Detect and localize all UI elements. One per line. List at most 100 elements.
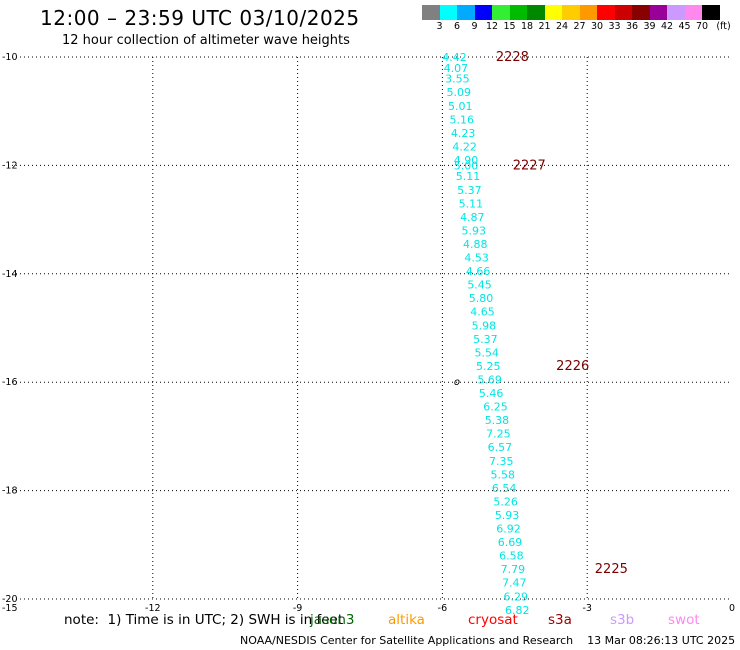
legend-swatch	[492, 5, 510, 20]
swh-observation: 5.54	[475, 346, 500, 359]
lat-tick-label: -16	[2, 377, 18, 388]
swh-observation: 7.35	[489, 455, 514, 468]
legend-swatch	[544, 5, 562, 20]
swh-observation: 5.58	[490, 468, 515, 481]
swh-observation: 5.11	[456, 170, 481, 183]
swh-observation: 5.01	[448, 100, 473, 113]
legend-swatch	[684, 5, 702, 20]
legend-swatch	[474, 5, 492, 20]
swh-observation: 5.80	[469, 292, 494, 305]
satellite-legend-item: jason3	[310, 612, 355, 628]
swh-observation: 7.79	[501, 563, 526, 576]
legend-tick-label: 24	[555, 21, 569, 32]
swh-observation: 7.25	[486, 428, 511, 441]
pass-number-label: 2226	[556, 359, 589, 374]
swh-observation: 4.88	[463, 238, 488, 251]
legend-swatch	[509, 5, 527, 20]
swh-observation: 4.90	[454, 154, 479, 167]
pass-number-label: 2225	[595, 562, 628, 577]
legend-swatch	[562, 5, 580, 20]
swh-observation: 4.42	[442, 51, 467, 64]
swh-observation: 5.45	[467, 279, 492, 292]
legend-tick-label: 42	[660, 21, 674, 32]
swh-observation: 6.57	[488, 441, 513, 454]
lat-tick-label: -18	[2, 486, 18, 497]
swh-observation: 5.37	[457, 184, 482, 197]
legend-swatch	[579, 5, 597, 20]
map-title: 12:00 – 23:59 UTC 03/10/2025	[40, 6, 360, 30]
map-subtitle: 12 hour collection of altimeter wave hei…	[62, 33, 350, 48]
lat-tick-label: -14	[2, 269, 18, 280]
swh-observation: 3.55	[445, 73, 470, 86]
footer-credit: NOAA/NESDIS Center for Satellite Applica…	[240, 634, 736, 647]
swh-observation: 5.93	[462, 224, 487, 237]
swh-observation: 5.38	[485, 414, 510, 427]
legend-tick-label: 3	[436, 21, 443, 32]
satellite-legend-item: altika	[388, 612, 425, 628]
swh-observation: 4.22	[452, 140, 477, 153]
pass-number-label: 2228	[496, 50, 529, 65]
legend-swatch	[702, 5, 720, 20]
color-legend	[422, 5, 720, 20]
legend-tick-label: 15	[503, 21, 516, 32]
satellite-legend-item: swot	[668, 612, 700, 628]
swh-observation: 4.23	[451, 127, 476, 140]
swh-observation: 6.58	[499, 550, 524, 563]
swh-observation: 7.47	[502, 577, 527, 590]
swh-observation: 6.25	[483, 401, 508, 414]
legend-swatch	[614, 5, 632, 20]
swh-observation: 5.37	[473, 333, 498, 346]
legend-swatch	[527, 5, 545, 20]
satellite-legend-item: cryosat	[468, 612, 518, 628]
swh-observation: 5.11	[459, 197, 484, 210]
swh-observation: 6.82	[505, 604, 530, 617]
plot-area	[7, 56, 733, 600]
legend-tick-label: 9	[471, 21, 478, 32]
legend-swatch	[422, 5, 440, 20]
legend-tick-label: 18	[520, 21, 534, 32]
legend-tick-label: 70	[695, 21, 709, 32]
lon-tick-label: -6	[438, 603, 447, 614]
legend-tick-label: 6	[453, 21, 461, 32]
lon-tick-label: -15	[2, 603, 18, 614]
swh-observation: 5.46	[479, 387, 504, 400]
swh-observation: 5.93	[495, 509, 520, 522]
land-marker: o	[454, 377, 460, 388]
pass-number-label: 2227	[513, 158, 546, 173]
legend-swatch	[667, 5, 685, 20]
lat-tick-label: -20	[2, 594, 18, 605]
lon-tick-label: -3	[582, 603, 591, 614]
swh-observation: 5.26	[493, 495, 518, 508]
swh-observation: 6.29	[504, 590, 529, 603]
lon-tick-label: -9	[293, 603, 302, 614]
lat-tick-label: -10	[2, 52, 18, 63]
lat-tick-label: -12	[2, 160, 18, 171]
swh-observation: 4.66	[466, 265, 491, 278]
swh-observation: 4.07	[444, 62, 469, 75]
swh-observation: 6.69	[498, 536, 523, 549]
swh-observation: 5.16	[449, 113, 474, 126]
swh-observation: 6.92	[496, 523, 521, 536]
island-marker: o	[454, 377, 460, 388]
legend-swatch	[632, 5, 650, 20]
lon-tick-label: 0	[729, 603, 735, 614]
legend-tick-label: 21	[538, 21, 551, 32]
swh-observation: 4.53	[464, 252, 489, 265]
legend-tick-label: 33	[608, 21, 621, 32]
legend-tick-label: 12	[485, 21, 499, 32]
legend-swatch	[597, 5, 615, 20]
altimeter-track: 4.424.073.555.095.015.164.234.224.905.00…	[442, 51, 529, 617]
swh-observation: 5.00	[454, 159, 479, 172]
legend-tick-label: 39	[643, 21, 656, 32]
footer-notes: note: 1) Time is in UTC; 2) SWH is in fe…	[64, 612, 344, 628]
swh-observation: 5.25	[476, 360, 501, 373]
swh-observation: 4.87	[460, 211, 485, 224]
legend-swatch	[439, 5, 457, 20]
map-grid	[7, 56, 733, 600]
legend-unit: (ft)	[716, 21, 731, 32]
swh-observation: 4.65	[470, 306, 495, 319]
legend-tick-label: 45	[678, 21, 691, 32]
legend-tick-label: 36	[625, 21, 639, 32]
swh-observation: 5.09	[447, 86, 472, 99]
